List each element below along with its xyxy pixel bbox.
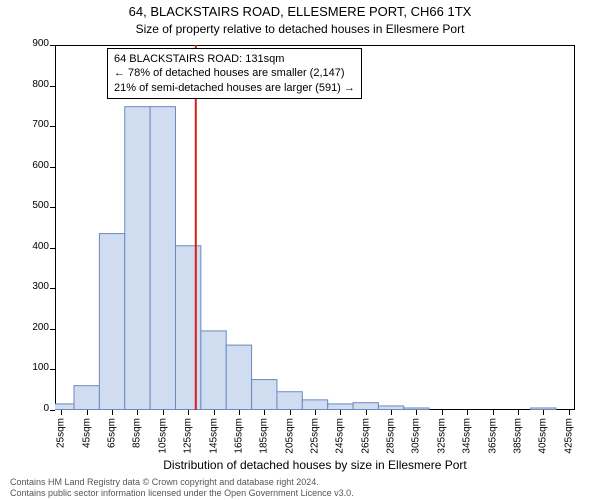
x-tick-label: 105sqm	[157, 418, 168, 454]
y-tick-mark	[50, 288, 55, 289]
histogram-svg	[55, 45, 575, 410]
y-tick-label: 600	[32, 160, 49, 171]
x-tick-label: 405sqm	[538, 418, 549, 454]
histogram-bar	[302, 400, 327, 410]
y-tick-mark	[50, 369, 55, 370]
x-tick-label: 205sqm	[284, 418, 295, 454]
info-box: 64 BLACKSTAIRS ROAD: 131sqm ← 78% of det…	[107, 48, 362, 99]
x-tick-label: 25sqm	[56, 418, 67, 448]
footer: Contains HM Land Registry data © Crown c…	[10, 477, 590, 498]
x-tick-label: 325sqm	[436, 418, 447, 454]
footer-line2: Contains public sector information licen…	[10, 488, 590, 498]
y-tick-mark	[50, 126, 55, 127]
container: 64, BLACKSTAIRS ROAD, ELLESMERE PORT, CH…	[0, 0, 600, 500]
x-tick-mark	[315, 410, 316, 415]
y-axis-label: Number of detached properties	[0, 45, 5, 410]
histogram-bar	[226, 345, 251, 409]
info-box-line2: ← 78% of detached houses are smaller (2,…	[114, 66, 355, 80]
y-tick-label: 900	[32, 38, 49, 49]
x-tick-mark	[391, 410, 392, 415]
x-tick-label: 305sqm	[411, 418, 422, 454]
x-tick-label: 145sqm	[208, 418, 219, 454]
x-tick-mark	[87, 410, 88, 415]
x-tick-mark	[290, 410, 291, 415]
x-tick-mark	[112, 410, 113, 415]
histogram-bar	[378, 406, 403, 410]
x-tick-mark	[340, 410, 341, 415]
y-tick-label: 300	[32, 281, 49, 292]
y-tick-mark	[50, 86, 55, 87]
x-tick-label: 65sqm	[107, 418, 118, 448]
x-tick-label: 265sqm	[360, 418, 371, 454]
histogram-bar	[201, 331, 226, 410]
x-tick-mark	[493, 410, 494, 415]
x-tick-mark	[239, 410, 240, 415]
x-tick-label: 85sqm	[132, 418, 143, 448]
x-tick-mark	[214, 410, 215, 415]
x-tick-mark	[163, 410, 164, 415]
info-box-line1: 64 BLACKSTAIRS ROAD: 131sqm	[114, 52, 355, 66]
footer-line1: Contains HM Land Registry data © Crown c…	[10, 477, 590, 487]
histogram-bar	[74, 386, 99, 410]
x-tick-mark	[543, 410, 544, 415]
x-tick-mark	[188, 410, 189, 415]
histogram-bar	[125, 107, 150, 410]
x-tick-mark	[518, 410, 519, 415]
chart-title: 64, BLACKSTAIRS ROAD, ELLESMERE PORT, CH…	[0, 4, 600, 19]
x-tick-mark	[264, 410, 265, 415]
x-tick-mark	[366, 410, 367, 415]
y-tick-mark	[50, 248, 55, 249]
y-tick-label: 500	[32, 200, 49, 211]
x-tick-label: 285sqm	[386, 418, 397, 454]
y-tick-label: 0	[43, 403, 49, 414]
x-tick-label: 245sqm	[335, 418, 346, 454]
x-tick-mark	[416, 410, 417, 415]
y-tick-label: 400	[32, 241, 49, 252]
y-tick-label: 700	[32, 119, 49, 130]
x-tick-label: 345sqm	[462, 418, 473, 454]
x-tick-mark	[442, 410, 443, 415]
x-axis-label: Distribution of detached houses by size …	[55, 458, 575, 472]
y-tick-mark	[50, 167, 55, 168]
y-tick-label: 200	[32, 322, 49, 333]
x-tick-label: 165sqm	[233, 418, 244, 454]
histogram-bar	[55, 404, 74, 410]
x-tick-mark	[569, 410, 570, 415]
x-tick-label: 225sqm	[310, 418, 321, 454]
y-tick-mark	[50, 410, 55, 411]
histogram-bar	[175, 246, 200, 410]
histogram-bar	[353, 403, 378, 410]
x-tick-label: 185sqm	[259, 418, 270, 454]
y-tick-mark	[50, 45, 55, 46]
x-tick-mark	[61, 410, 62, 415]
histogram-bar	[252, 380, 277, 410]
plot-area: 64 BLACKSTAIRS ROAD: 131sqm ← 78% of det…	[55, 45, 575, 410]
x-tick-label: 45sqm	[81, 418, 92, 448]
y-tick-mark	[50, 329, 55, 330]
y-tick-mark	[50, 207, 55, 208]
x-tick-mark	[137, 410, 138, 415]
chart-subtitle: Size of property relative to detached ho…	[0, 22, 600, 36]
histogram-bar	[150, 107, 175, 410]
x-tick-label: 425sqm	[563, 418, 574, 454]
y-tick-label: 100	[32, 362, 49, 373]
x-tick-label: 365sqm	[487, 418, 498, 454]
histogram-bar	[328, 404, 353, 410]
histogram-bar	[277, 392, 302, 410]
y-tick-label: 800	[32, 79, 49, 90]
x-tick-label: 385sqm	[512, 418, 523, 454]
x-tick-mark	[467, 410, 468, 415]
x-tick-label: 125sqm	[183, 418, 194, 454]
info-box-line3: 21% of semi-detached houses are larger (…	[114, 81, 355, 95]
histogram-bar	[99, 234, 124, 410]
